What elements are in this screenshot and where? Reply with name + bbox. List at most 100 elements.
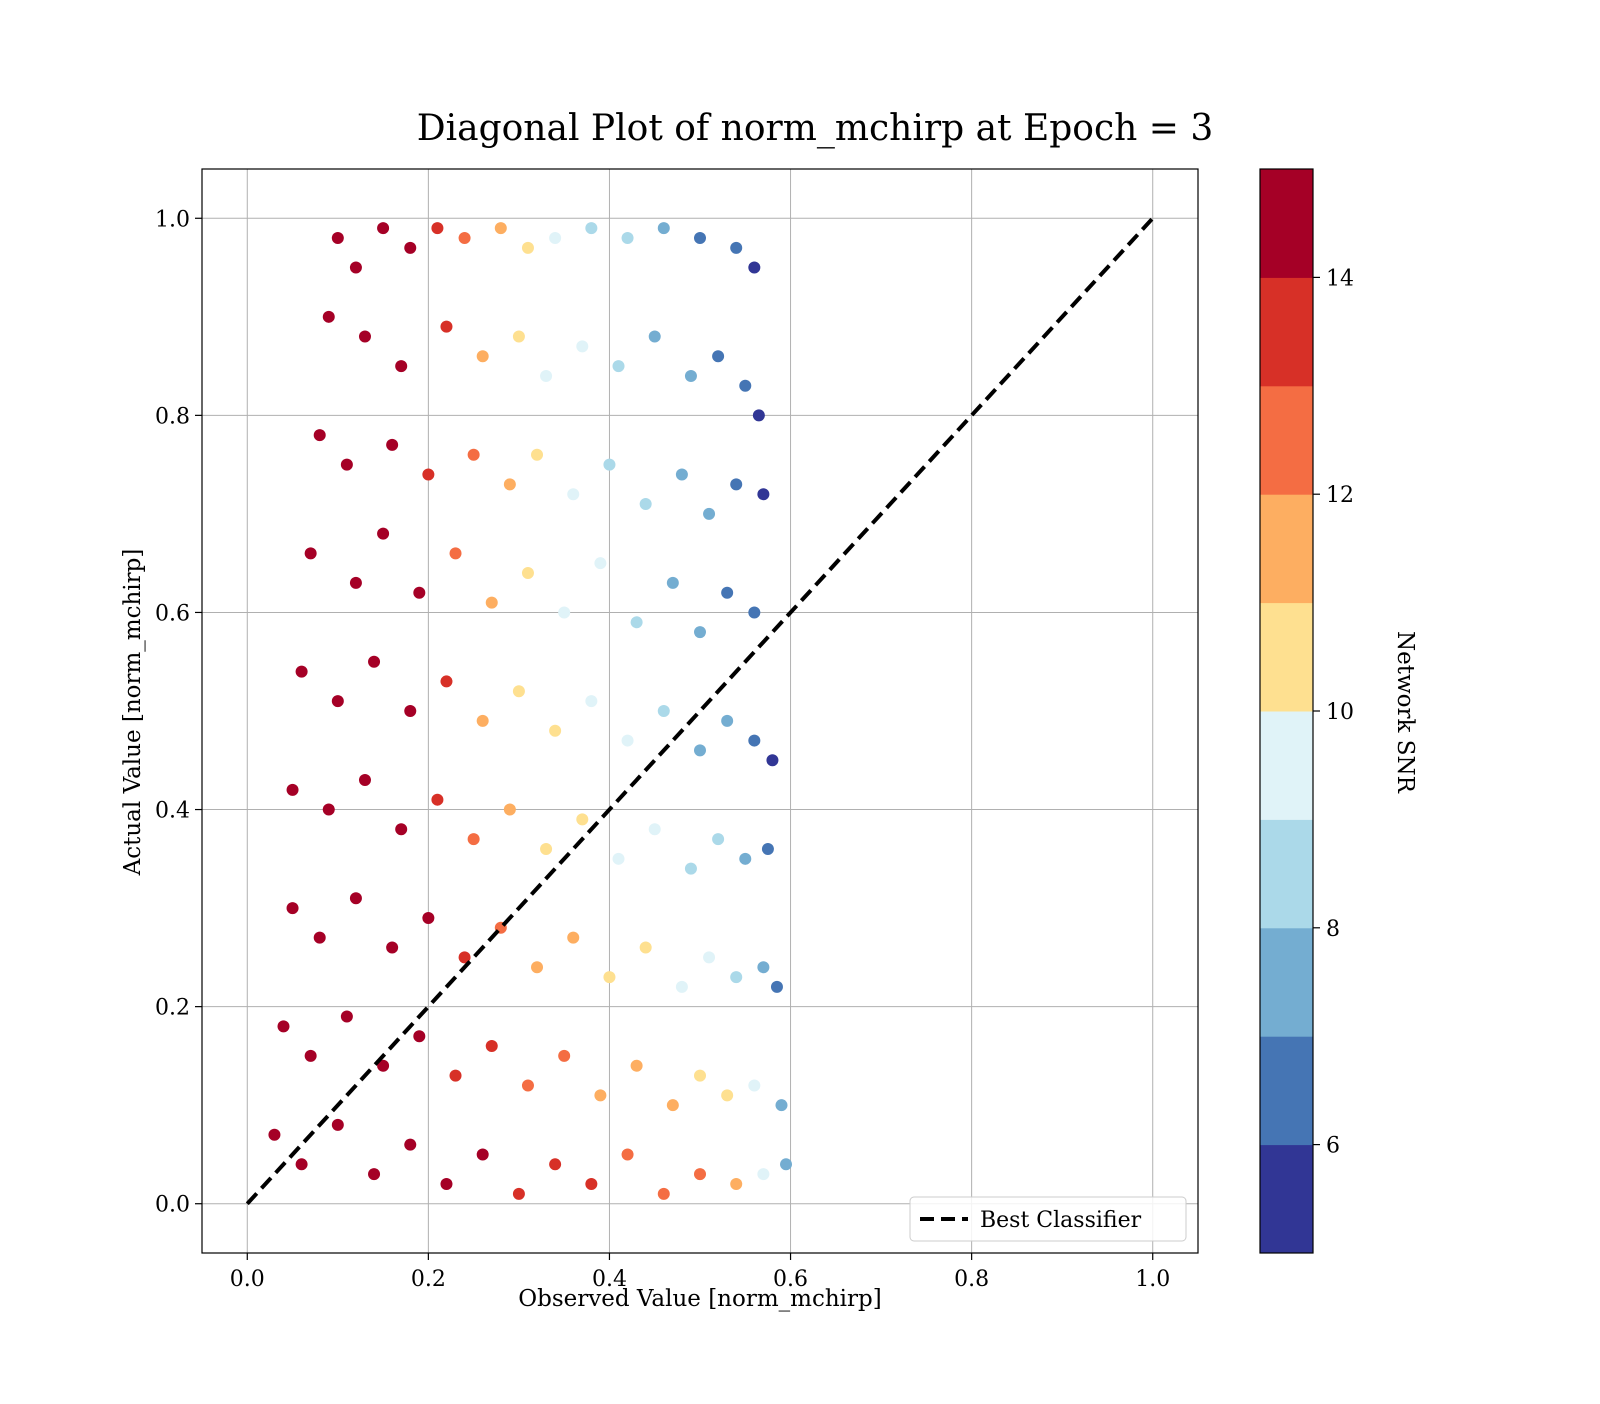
scatter-point <box>694 744 706 757</box>
scatter-point <box>521 1079 534 1092</box>
x-tick-label: 0.2 <box>411 1267 446 1292</box>
scatter-point <box>458 951 471 964</box>
y-tick-label: 0.2 <box>155 996 190 1021</box>
scatter-point <box>567 931 580 944</box>
scatter-point <box>540 369 553 382</box>
scatter-point <box>395 823 408 836</box>
scatter-point <box>757 488 770 501</box>
scatter-point <box>780 1158 793 1171</box>
scatter-point <box>730 971 743 984</box>
scatter-point <box>485 1040 498 1053</box>
scatter-point <box>440 675 453 688</box>
scatter-point <box>657 222 670 235</box>
scatter-point <box>549 1158 562 1171</box>
scatter-point <box>757 961 770 974</box>
colorbar-label: Network SNR <box>1392 631 1418 794</box>
colorbar-segment <box>1260 711 1313 820</box>
scatter-point <box>585 222 598 235</box>
y-tick-label: 1.0 <box>155 207 190 232</box>
scatter-point <box>358 330 371 343</box>
scatter-point <box>721 714 734 727</box>
scatter-point <box>739 379 752 392</box>
scatter-point <box>703 951 716 964</box>
scatter-point <box>684 369 697 382</box>
x-tick-label: 0.8 <box>954 1267 989 1292</box>
scatter-point <box>422 468 435 481</box>
colorbar-segment <box>1260 1036 1313 1146</box>
x-tick-label: 0.0 <box>230 1267 265 1292</box>
scatter-point <box>657 705 670 717</box>
scatter-point <box>630 1059 643 1072</box>
colorbar-tick-label: 12 <box>1326 483 1354 508</box>
y-tick-label: 0.8 <box>155 404 190 429</box>
scatter-point <box>295 665 308 678</box>
scatter-point <box>413 586 426 599</box>
scatter-point <box>612 852 625 865</box>
colorbar-tick-label: 6 <box>1326 1134 1340 1159</box>
scatter-point <box>648 330 661 343</box>
scatter-point <box>739 852 752 865</box>
scatter-point <box>621 734 634 747</box>
scatter-point <box>422 911 435 924</box>
scatter-point <box>712 350 725 363</box>
scatter-point <box>349 261 362 274</box>
scatter-point <box>703 507 716 520</box>
scatter-point <box>404 705 417 717</box>
scatter-point <box>358 773 371 786</box>
scatter-point <box>752 409 765 422</box>
scatter-point <box>567 488 580 501</box>
scatter-point <box>286 783 299 796</box>
x-tick-label: 0.4 <box>592 1267 627 1292</box>
scatter-point <box>603 971 616 984</box>
scatter-point <box>748 1079 761 1092</box>
scatter-point <box>295 1158 308 1171</box>
scatter-point <box>322 803 335 816</box>
scatter-point <box>404 241 417 254</box>
scatter-point <box>748 261 761 274</box>
x-tick-label: 0.6 <box>773 1267 808 1292</box>
scatter-point <box>349 892 362 905</box>
scatter-point <box>675 468 688 481</box>
scatter-point <box>558 1049 571 1062</box>
chart-title: Diagonal Plot of norm_mchirp at Epoch = … <box>417 108 1214 149</box>
colorbar-segment <box>1260 494 1313 604</box>
scatter-point <box>368 1168 381 1181</box>
scatter-point <box>377 222 390 235</box>
scatter-point <box>467 833 480 846</box>
legend-entry-label: Best Classifier <box>980 1208 1142 1233</box>
scatter-point <box>440 320 453 333</box>
scatter-point <box>594 557 607 570</box>
scatter-point <box>485 596 498 609</box>
scatter-point <box>377 527 390 540</box>
scatter-point <box>730 1178 743 1191</box>
scatter-point <box>712 833 725 846</box>
scatter-point <box>621 1148 634 1161</box>
scatter-point <box>694 626 706 639</box>
colorbar-tick-label: 14 <box>1326 266 1354 291</box>
scatter-point <box>386 438 399 451</box>
scatter-point <box>431 222 444 235</box>
scatter-point <box>368 655 381 668</box>
scatter-point <box>721 1089 734 1102</box>
scatter-point <box>512 685 525 698</box>
colorbar-tick-label: 10 <box>1326 700 1354 725</box>
colorbar-segment <box>1260 927 1313 1037</box>
legend-box <box>909 1196 1187 1242</box>
colorbar-segment <box>1260 277 1313 387</box>
scatter-point <box>476 714 489 727</box>
scatter-point <box>413 1030 426 1043</box>
x-tick-label: 1.0 <box>1135 1267 1170 1292</box>
scatter-point <box>340 458 353 471</box>
scatter-point <box>476 350 489 363</box>
scatter-point <box>386 941 399 954</box>
scatter-point <box>512 330 525 343</box>
scatter-point <box>694 1069 706 1082</box>
scatter-point <box>549 724 562 737</box>
colorbar-segment <box>1260 602 1313 712</box>
scatter-point <box>476 1148 489 1161</box>
scatter-point <box>340 1010 353 1023</box>
scatter-point <box>531 961 544 974</box>
scatter-point <box>286 902 299 915</box>
